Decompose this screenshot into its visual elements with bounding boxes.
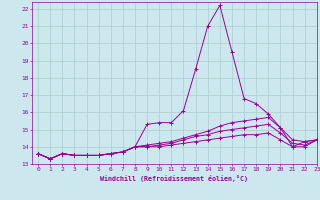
X-axis label: Windchill (Refroidissement éolien,°C): Windchill (Refroidissement éolien,°C) (100, 175, 248, 182)
